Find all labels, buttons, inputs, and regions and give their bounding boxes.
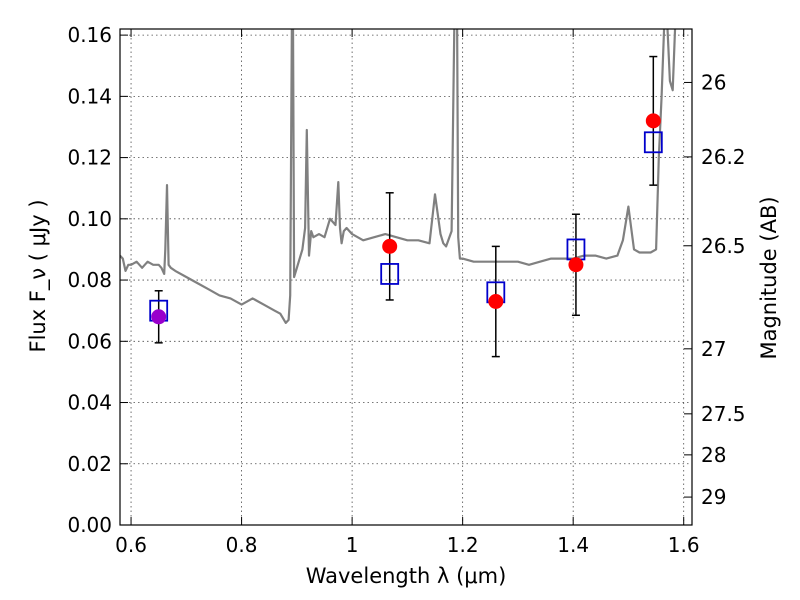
grid xyxy=(120,29,692,526)
circle-point xyxy=(645,113,661,129)
y2-tick-label: 29 xyxy=(701,485,726,509)
square-point xyxy=(380,263,400,285)
y-tick-label: 0.14 xyxy=(67,84,112,108)
y-tick-label: 0.10 xyxy=(67,207,112,231)
circle-point xyxy=(151,309,167,325)
model-spectrum xyxy=(120,29,677,324)
square-point xyxy=(643,131,663,154)
y-tick-label: 0.02 xyxy=(67,452,112,476)
circle-point xyxy=(488,293,504,309)
circle-point xyxy=(382,238,398,254)
model-spectrum-line xyxy=(120,29,677,324)
x-tick-label: 1.4 xyxy=(557,533,589,557)
y-tick-label: 0.00 xyxy=(67,513,112,537)
x-axis-label: Wavelength λ (μm) xyxy=(306,564,507,588)
y2-tick-label: 27.5 xyxy=(701,402,746,426)
x-tick-label: 0.6 xyxy=(115,533,147,557)
x-tick-label: 1.2 xyxy=(447,533,479,557)
y-tick-label: 0.16 xyxy=(67,23,112,47)
y2-tick-label: 28 xyxy=(701,443,726,467)
y-tick-label: 0.04 xyxy=(67,391,112,415)
x-tick-label: 0.8 xyxy=(226,533,258,557)
x-tick-label: 1 xyxy=(346,533,359,557)
y2-tick-label: 26.5 xyxy=(701,234,746,258)
x-tick-label: 1.6 xyxy=(668,533,700,557)
y-tick-label: 0.12 xyxy=(67,146,112,170)
y-tick-label: 0.08 xyxy=(67,268,112,292)
data-points xyxy=(149,55,663,358)
y-axis-label: Flux F_ν ( μJy ) xyxy=(26,199,51,352)
y2-tick-label: 26 xyxy=(701,70,726,94)
y2-axis-label: Magnitude (AB) xyxy=(757,196,781,359)
plot-frame xyxy=(119,28,693,526)
y-tick-label: 0.06 xyxy=(67,329,112,353)
y2-tick-label: 26.2 xyxy=(701,145,746,169)
circle-point xyxy=(568,257,584,273)
axis-labels: Wavelength λ (μm) Flux F_ν ( μJy ) Magni… xyxy=(26,196,781,588)
y2-tick-label: 27 xyxy=(701,337,726,361)
axes: 0.6 0.8 1 1.2 1.4 1.6 0.00 0.02 0.04 0.06 0.08 0.10… xyxy=(67,23,745,557)
